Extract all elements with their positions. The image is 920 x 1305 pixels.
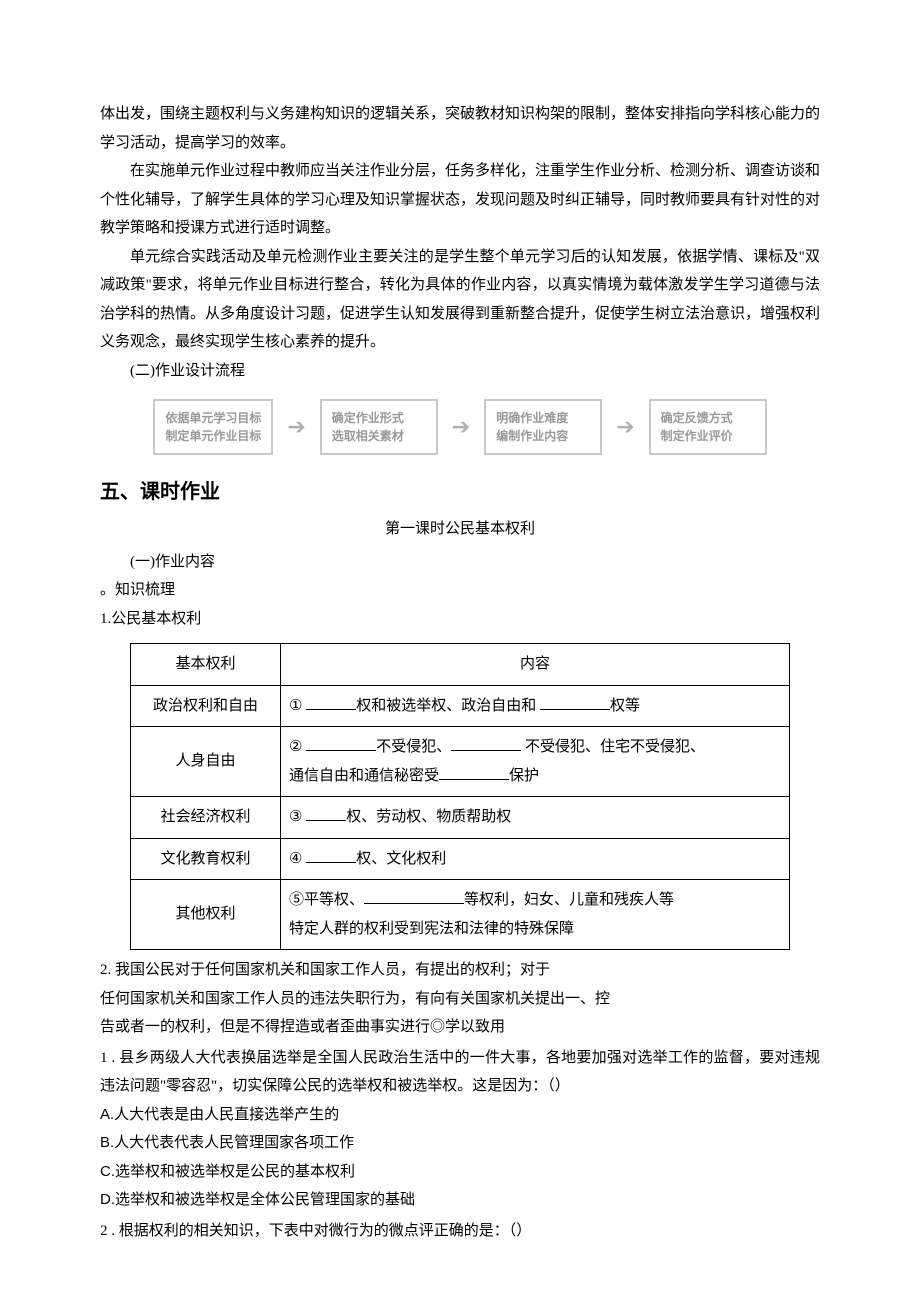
item2-line1: 2. 我国公民对于任何国家机关和国家工作人员，有提出的权利；对于 — [100, 956, 820, 985]
r1-pre: ① — [289, 698, 306, 714]
flow-box-4-line2: 制定作业评价 — [661, 427, 755, 445]
r2-mid2: 不受侵犯、住宅不受侵犯、 — [521, 739, 705, 755]
r5-pre: ⑤平等权、 — [289, 892, 364, 908]
r2-l2a: 通信自由和通信秘密受 — [289, 768, 439, 784]
table-row-3: 社会经济权利 ③ 权、劳动权、物质帮助权 — [131, 797, 790, 839]
flow-box-2-line1: 确定作业形式 — [332, 409, 426, 427]
table-row-2: 人身自由 ② 不受侵犯、 不受侵犯、住宅不受侵犯、 通信自由和通信秘密受 保护 — [131, 727, 790, 797]
blank-r2-1 — [306, 736, 376, 751]
r2-pre: ② — [289, 739, 306, 755]
paragraph-2: 在实施单元作业过程中教师应当关注作业分层，任务多样化，注重学生作业分析、检测分析… — [100, 157, 820, 243]
table-row-4: 文化教育权利 ④ 权、文化权利 — [131, 838, 790, 880]
flow-box-1-line2: 制定单元作业目标 — [165, 427, 261, 445]
td-economic: 社会经济权利 — [131, 797, 281, 839]
blank-r3-1 — [306, 806, 346, 821]
q1-stem: 1 . 县乡两级人大代表换届选举是全国人民政治生活中的一件大事，各地要加强对选举… — [100, 1044, 820, 1101]
rights-table: 基本权利 内容 政治权利和自由 ① 权和被选举权、政治自由和 权等 人身自由 ②… — [130, 643, 790, 950]
flow-box-1: 依据单元学习目标 制定单元作业目标 — [153, 399, 273, 455]
td-other: 其他权利 — [131, 880, 281, 950]
td-personal-content: ② 不受侵犯、 不受侵犯、住宅不受侵犯、 通信自由和通信秘密受 保护 — [281, 727, 790, 797]
flow-box-4-line1: 确定反馈方式 — [661, 409, 755, 427]
td-personal: 人身自由 — [131, 727, 281, 797]
q1-optD: D.选举权和被选举权是全体公民管理国家的基础 — [100, 1186, 820, 1215]
lesson-title: 第一课时公民基本权利 — [100, 515, 820, 544]
blank-r2-3 — [439, 765, 509, 780]
subheading-2: (二)作业设计流程 — [100, 357, 820, 386]
section-5-heading: 五、课时作业 — [100, 473, 820, 511]
q1-optB: B.人大代表代表人民管理国家各项工作 — [100, 1129, 820, 1158]
flow-diagram: 依据单元学习目标 制定单元作业目标 ➔ 确定作业形式 选取相关素材 ➔ 明确作业… — [100, 399, 820, 455]
flow-box-2: 确定作业形式 选取相关素材 — [320, 399, 438, 455]
r3-pre: ③ — [289, 809, 306, 825]
paragraph-3: 单元综合实践活动及单元检测作业主要关注的是学生整个单元学习后的认知发展，依据学情… — [100, 243, 820, 357]
r2-mid1: 不受侵犯、 — [376, 739, 451, 755]
td-political-content: ① 权和被选举权、政治自由和 权等 — [281, 685, 790, 727]
table-row-1: 政治权利和自由 ① 权和被选举权、政治自由和 权等 — [131, 685, 790, 727]
r1-mid1: 权和被选举权、政治自由和 — [356, 698, 540, 714]
flow-arrow-1: ➔ — [287, 406, 305, 448]
flow-box-3-line2: 编制作业内容 — [496, 427, 590, 445]
blank-r1-2 — [540, 695, 610, 710]
subheading-1: (一)作业内容 — [100, 548, 820, 577]
td-economic-content: ③ 权、劳动权、物质帮助权 — [281, 797, 790, 839]
th-basic-rights: 基本权利 — [131, 644, 281, 686]
r5-mid1: 等权利，妇女、儿童和残疾人等 — [464, 892, 674, 908]
q1-optA: A.人大代表是由人民直接选举产生的 — [100, 1101, 820, 1130]
td-culture-content: ④ 权、文化权利 — [281, 838, 790, 880]
paragraph-1: 体出发，围绕主题权利与义务建构知识的逻辑关系，突破教材知识构架的限制，整体安排指… — [100, 100, 820, 157]
flow-box-3-line1: 明确作业难度 — [496, 409, 590, 427]
r4-pre: ④ — [289, 851, 306, 867]
item2-line3: 告或者一的权利，但是不得捏造或者歪曲事实进行◎学以致用 — [100, 1013, 820, 1042]
table-row-header: 基本权利 内容 — [131, 644, 790, 686]
r3-post: 权、劳动权、物质帮助权 — [346, 809, 511, 825]
flow-box-3: 明确作业难度 编制作业内容 — [484, 399, 602, 455]
item1-label: 1.公民基本权利 — [100, 605, 820, 634]
td-political: 政治权利和自由 — [131, 685, 281, 727]
r1-post: 权等 — [610, 698, 640, 714]
blank-r5-1 — [364, 889, 464, 904]
flow-box-2-line2: 选取相关素材 — [332, 427, 426, 445]
blank-r2-2 — [451, 736, 521, 751]
flow-box-4: 确定反馈方式 制定作业评价 — [649, 399, 767, 455]
flow-arrow-3: ➔ — [616, 406, 634, 448]
item2-line2: 任何国家机关和国家工作人员的违法失职行为，有向有关国家机关提出一、控 — [100, 985, 820, 1014]
flow-arrow-2: ➔ — [452, 406, 470, 448]
q1-optC: C.选举权和被选举权是公民的基本权利 — [100, 1158, 820, 1187]
r4-post: 权、文化权利 — [356, 851, 446, 867]
q2-stem: 2 . 根据权利的相关知识，下表中对微行为的微点评正确的是：（） — [100, 1217, 820, 1246]
flow-box-1-line1: 依据单元学习目标 — [165, 409, 261, 427]
r5-l2: 特定人群的权利受到宪法和法律的特殊保障 — [289, 921, 574, 937]
table-row-5: 其他权利 ⑤平等权、 等权利，妇女、儿童和残疾人等 特定人群的权利受到宪法和法律的… — [131, 880, 790, 950]
bullet-knowledge: 。知识梳理 — [100, 576, 820, 605]
td-culture: 文化教育权利 — [131, 838, 281, 880]
r2-l2b: 保护 — [509, 768, 539, 784]
th-content: 内容 — [281, 644, 790, 686]
td-other-content: ⑤平等权、 等权利，妇女、儿童和残疾人等 特定人群的权利受到宪法和法律的特殊保障 — [281, 880, 790, 950]
blank-r4-1 — [306, 848, 356, 863]
blank-r1-1 — [306, 695, 356, 710]
